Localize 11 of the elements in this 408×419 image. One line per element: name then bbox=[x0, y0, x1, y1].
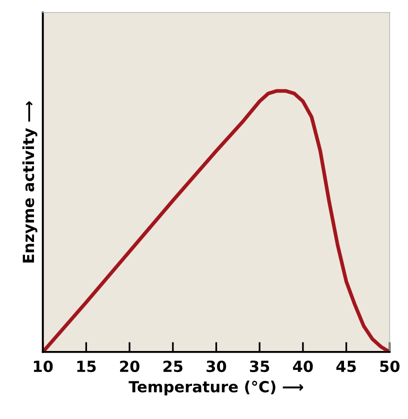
y-axis-title: Enzyme activity ⟶ bbox=[22, 101, 38, 263]
x-tick-label: 10 bbox=[34, 360, 53, 372]
x-tick-label: 20 bbox=[120, 360, 140, 372]
x-axis-title: Temperature (°C) ⟶ bbox=[128, 380, 304, 396]
x-tick-label: 30 bbox=[206, 360, 226, 372]
x-tick-label: 15 bbox=[77, 360, 96, 372]
x-tick-label: 40 bbox=[292, 360, 313, 372]
x-tick-label: 25 bbox=[163, 360, 182, 372]
x-tick-label: 35 bbox=[250, 360, 270, 372]
x-tick-label: 50 bbox=[380, 360, 400, 372]
x-tick-label: 45 bbox=[336, 360, 356, 372]
